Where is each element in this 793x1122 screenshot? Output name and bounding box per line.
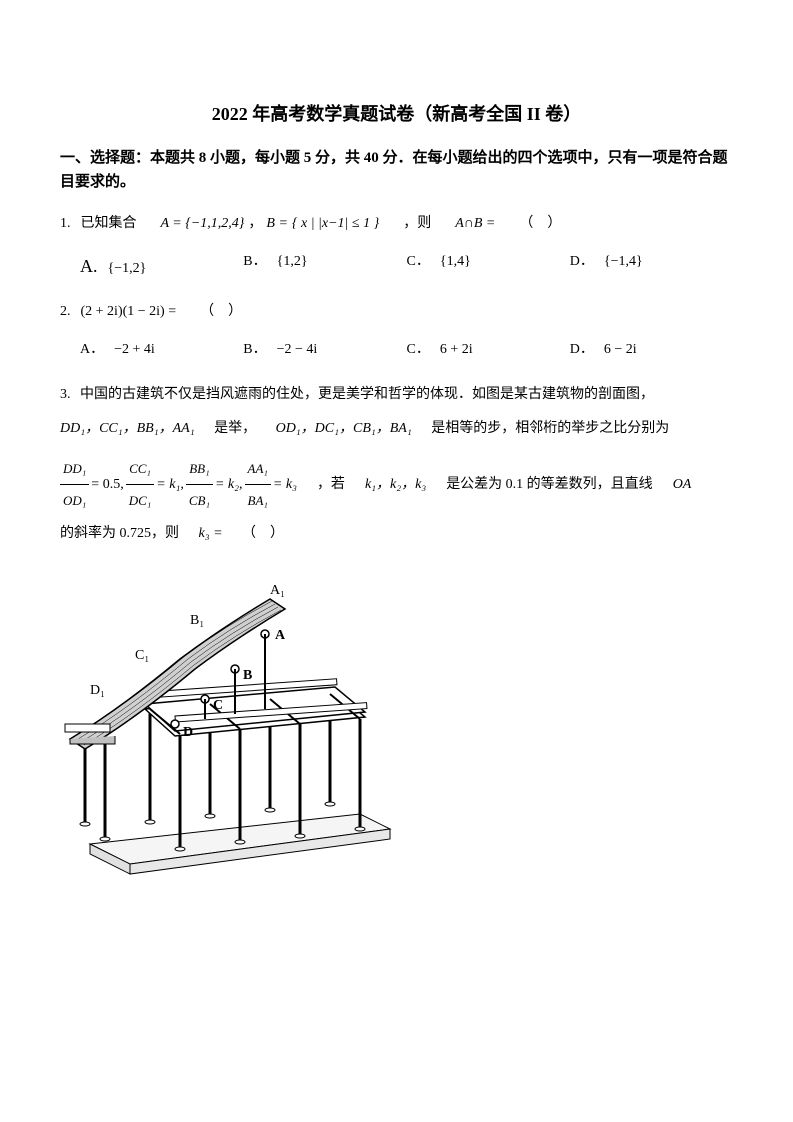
q1-comma: ， xyxy=(248,210,262,238)
q2-option-c: C． 6 + 2i xyxy=(407,336,570,364)
q2-c-label: C． xyxy=(407,336,430,364)
q3-eq3: = k₂, xyxy=(215,468,243,502)
q3-bu-list: OD₁，DC₁，CB₁，BA₁ xyxy=(276,421,412,436)
label-B1: B₁ xyxy=(190,613,204,628)
q1-d-value: {−1,4} xyxy=(604,248,643,276)
q3-eq2: = k₁, xyxy=(156,468,184,502)
q1-option-c: C． {1,4} xyxy=(407,248,570,284)
q1-option-d: D． {−1,4} xyxy=(570,248,733,284)
q1-option-a: A. {−1,2} xyxy=(80,248,243,284)
label-D: D xyxy=(183,725,193,740)
q1-number: 1. xyxy=(60,210,71,238)
q2-options: A． −2 + 4i B． −2 − 4i C． 6 + 2i D． 6 − 2… xyxy=(60,336,733,364)
q2-a-value: −2 + 4i xyxy=(114,336,155,364)
q1-a-label: A. xyxy=(80,248,98,284)
q3-ju-label: 是举， xyxy=(214,421,256,436)
q3-mid2: ，若 xyxy=(317,468,345,502)
q3-eq4: = k₃ xyxy=(273,468,297,502)
q3-line1: 中国的古建筑不仅是挡风遮雨的住处，更是美学和哲学的体现．如图是某古建筑物的剖面图… xyxy=(80,387,654,402)
q1-expr: A∩B = xyxy=(455,210,495,238)
q3-ju-list: DD₁，CC₁，BB₁，AA₁ xyxy=(60,421,195,436)
q1-paren: （ ） xyxy=(519,210,561,238)
q3-frac1-num: DD₁ xyxy=(60,453,89,485)
q1-setA: A = {−1,1,2,4} xyxy=(161,210,245,238)
q3-k-list: k₁，k₂，k₃ xyxy=(365,468,426,502)
q2-a-label: A． xyxy=(80,336,104,364)
q2-option-b: B． −2 − 4i xyxy=(243,336,406,364)
q3-frac4-den: BA₁ xyxy=(245,485,271,516)
q1-b-label: B． xyxy=(243,248,266,276)
label-D1: D₁ xyxy=(90,683,105,698)
label-B: B xyxy=(243,668,252,683)
q2-c-value: 6 + 2i xyxy=(440,336,473,364)
q3-frac1-den: OD₁ xyxy=(60,485,89,516)
q1-d-label: D． xyxy=(570,248,594,276)
q3-frac3-den: CB₁ xyxy=(186,485,213,516)
q2-d-value: 6 − 2i xyxy=(604,336,637,364)
q2-b-value: −2 − 4i xyxy=(277,336,318,364)
q1-mid: ，则 xyxy=(403,210,431,238)
q3-cond: 是公差为 0.1 的等差数列，且直线 xyxy=(446,468,653,502)
q3-eq1: = 0.5, xyxy=(91,468,123,502)
q1-c-label: C． xyxy=(407,248,430,276)
q2-expr: (2 + 2i)(1 − 2i) = xyxy=(81,298,177,326)
label-C: C xyxy=(213,698,223,713)
architecture-diagram: A₁ B₁ C₁ D₁ A B C D xyxy=(60,564,400,884)
q1-setB: { x | |x−1| ≤ 1 } xyxy=(292,210,379,238)
label-A1: A₁ xyxy=(270,583,285,598)
section-header: 一、选择题：本题共 8 小题，每小题 5 分，共 40 分．在每小题给出的四个选… xyxy=(60,146,733,194)
q1-options: A. {−1,2} B． {1,2} C． {1,4} D． {−1,4} xyxy=(60,248,733,284)
q1-b-value: {1,2} xyxy=(277,248,308,276)
label-A: A xyxy=(275,628,286,643)
q3-frac4-num: AA₁ xyxy=(245,453,271,485)
q2-number: 2. xyxy=(60,298,71,326)
q2-option-d: D． 6 − 2i xyxy=(570,336,733,364)
question-3: 3. 中国的古建筑不仅是挡风遮雨的住处，更是美学和哲学的体现．如图是某古建筑物的… xyxy=(60,378,733,550)
q3-frac3-num: BB₁ xyxy=(186,453,213,485)
question-1: 1. 已知集合 A = {−1,1,2,4} ， B = { x | |x−1|… xyxy=(60,210,733,284)
q1-prefix: 已知集合 xyxy=(81,210,137,238)
q3-OA: OA xyxy=(673,468,692,502)
q3-k3: k₃ = xyxy=(199,526,223,541)
q3-frac2: CC₁ DC₁ xyxy=(126,453,155,516)
q1-a-value: {−1,2} xyxy=(108,255,147,283)
page-title: 2022 年高考数学真题试卷（新高考全国 II 卷） xyxy=(60,100,733,126)
question-2: 2. (2 + 2i)(1 − 2i) = （ ） A． −2 + 4i B． … xyxy=(60,298,733,364)
q3-frac4: AA₁ BA₁ xyxy=(245,453,271,516)
q2-option-a: A． −2 + 4i xyxy=(80,336,243,364)
q2-d-label: D． xyxy=(570,336,594,364)
q1-option-b: B． {1,2} xyxy=(243,248,406,284)
q3-frac2-num: CC₁ xyxy=(126,453,155,485)
q3-figure: A₁ B₁ C₁ D₁ A B C D xyxy=(60,564,733,889)
label-C1: C₁ xyxy=(135,648,149,663)
q2-b-label: B． xyxy=(243,336,266,364)
q3-frac1: DD₁ OD₁ xyxy=(60,453,89,516)
q3-bu-label: 是相等的步，相邻桁的举步之比分别为 xyxy=(431,421,669,436)
q3-frac3: BB₁ CB₁ xyxy=(186,453,213,516)
q3-paren: （ ） xyxy=(242,526,284,541)
q3-frac2-den: DC₁ xyxy=(126,485,155,516)
q1-c-value: {1,4} xyxy=(440,248,471,276)
q2-paren: （ ） xyxy=(200,298,242,326)
q1-setB-pre: B = xyxy=(266,210,288,238)
q3-line3: 的斜率为 0.725，则 xyxy=(60,526,179,541)
q3-number: 3. xyxy=(60,387,71,402)
